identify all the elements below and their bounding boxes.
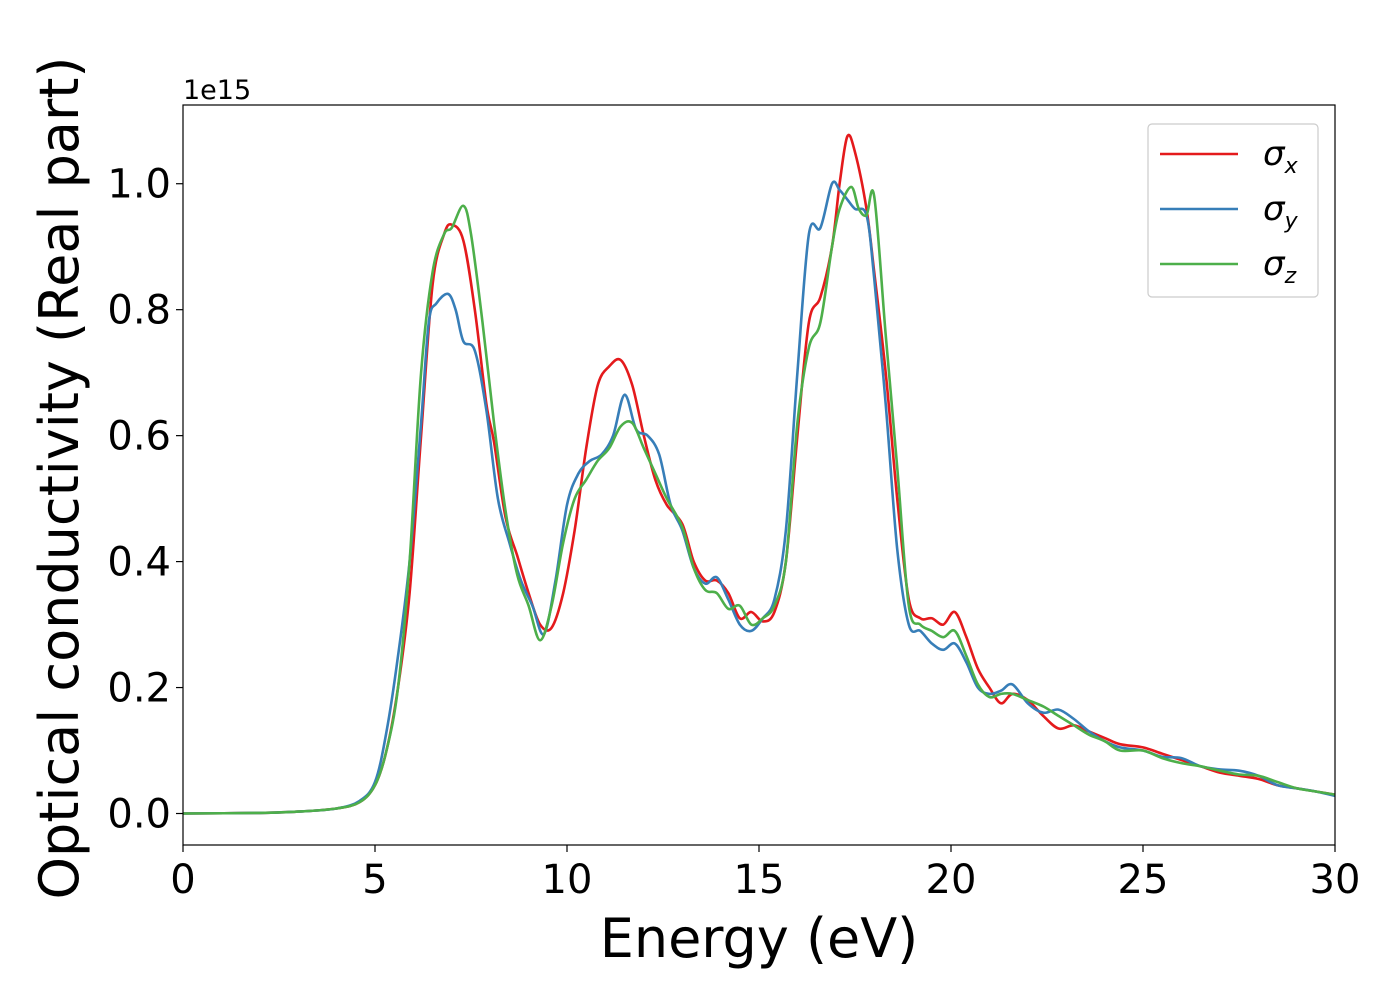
legend-box [1147, 123, 1319, 298]
y-tick-label: 0.8 [107, 288, 171, 334]
legend-label-z: σz [1263, 244, 1297, 289]
y-axis: 0.0 0.2 0.4 0.6 0.8 1.0 [107, 162, 183, 838]
x-axis: 0 5 10 15 20 25 30 [170, 845, 1360, 903]
x-tick-label: 25 [1118, 857, 1169, 903]
y-offset-label: 1e15 [183, 75, 251, 106]
y-tick-label: 0.6 [107, 414, 171, 460]
y-tick-label: 0.4 [107, 540, 171, 586]
legend: σx σy σz [1147, 123, 1319, 298]
x-tick-label: 5 [362, 857, 387, 903]
series-line-y [182, 180, 1336, 815]
series-line-z [182, 185, 1336, 815]
legend-label-y: σy [1263, 189, 1299, 234]
x-tick-label: 10 [542, 857, 593, 903]
y-tick-label: 0.2 [107, 666, 171, 712]
y-tick-label: 0.0 [107, 792, 171, 838]
series-layer [182, 133, 1336, 815]
y-tick-label: 1.0 [107, 162, 171, 208]
x-tick-label: 30 [1310, 857, 1361, 903]
x-axis-title: Energy (eV) [600, 907, 919, 970]
x-tick-label: 15 [734, 857, 785, 903]
y-axis-title: Optical conductivity (Real part) [28, 57, 91, 900]
x-tick-label: 0 [170, 857, 195, 903]
legend-label-x: σx [1263, 134, 1299, 179]
x-tick-label: 20 [926, 857, 977, 903]
